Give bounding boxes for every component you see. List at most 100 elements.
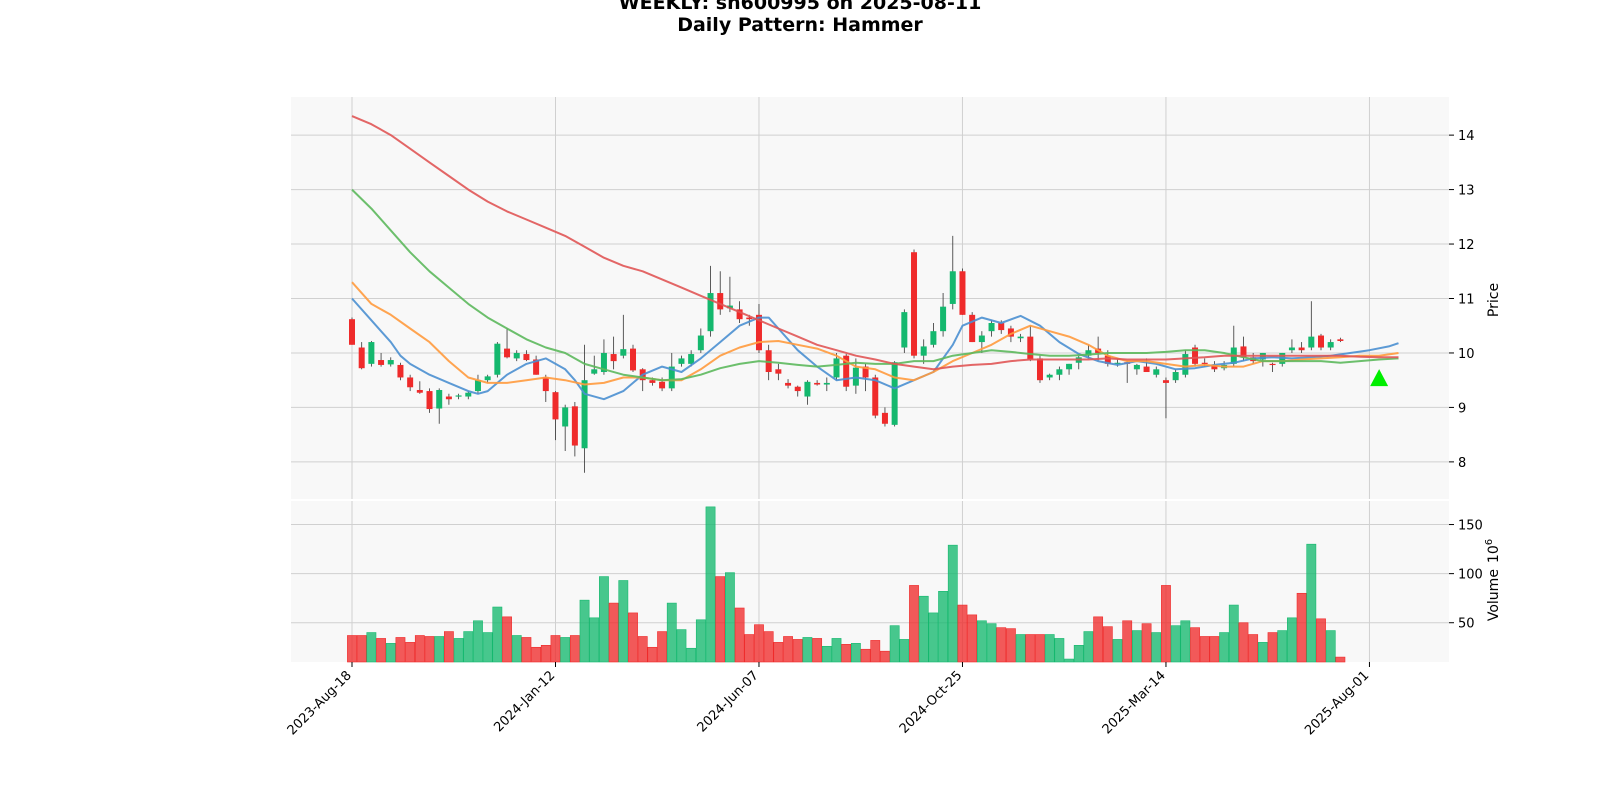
candle-body: [736, 309, 743, 320]
volume-bar: [1248, 634, 1259, 663]
candle-body: [1240, 346, 1247, 358]
volume-bar: [1306, 543, 1317, 663]
volume-bar: [628, 612, 638, 663]
candle-body: [610, 354, 617, 362]
volume-tick-label: 50: [1458, 617, 1475, 632]
volume-bar: [482, 632, 493, 663]
candle-body: [358, 347, 365, 369]
candle-body: [940, 306, 947, 332]
volume-bar: [1131, 630, 1142, 663]
candle-body: [978, 335, 985, 343]
volume-bar: [773, 642, 784, 663]
volume-bar: [938, 591, 948, 663]
volume-bar: [831, 638, 842, 663]
volume-axis-title: Volume106: [1484, 539, 1502, 621]
volume-bar: [676, 629, 687, 663]
candle-body: [872, 377, 879, 416]
volume-bar: [1073, 645, 1084, 663]
candle-body: [1104, 355, 1111, 364]
price-tick-label: 12: [1458, 238, 1475, 253]
volume-bar: [705, 506, 716, 663]
volume-bar: [473, 620, 483, 663]
candle-body: [484, 376, 491, 381]
volume-bar: [889, 625, 900, 663]
volume-bar: [715, 576, 726, 663]
volume-bar: [1025, 634, 1036, 663]
time-tick-label: 2025-Aug-01: [1302, 668, 1372, 738]
volume-bar: [531, 646, 542, 663]
volume-bar: [996, 627, 1007, 663]
volume-bar: [395, 637, 406, 663]
volume-bar: [579, 599, 590, 663]
candle-body: [600, 352, 607, 373]
candle-body: [1027, 336, 1034, 360]
candle-body: [1133, 364, 1140, 370]
volume-bar: [599, 576, 609, 663]
volume-bar: [928, 612, 939, 663]
volume-bar: [976, 620, 987, 663]
candle-body: [407, 377, 414, 388]
candle-body: [862, 366, 869, 378]
volume-bar: [860, 648, 871, 663]
volume-bar: [1209, 636, 1220, 663]
volume-bar: [424, 636, 435, 663]
volume-bar: [1277, 630, 1288, 663]
candle-body: [785, 382, 792, 386]
chart-title: WEEKLY: sh600995 on 2025-08-11 Daily Pat…: [0, 0, 1600, 36]
volume-bar: [647, 646, 658, 663]
candle-body: [581, 380, 588, 449]
candle-body: [1201, 362, 1208, 364]
volume-bar: [589, 617, 600, 663]
volume-bar: [1219, 632, 1229, 663]
volume-bar: [850, 643, 861, 663]
volume-bar: [376, 638, 386, 663]
volume-bar: [550, 635, 561, 663]
volume-bar: [560, 637, 571, 663]
volume-bar: [1006, 628, 1016, 663]
volume-bar: [385, 643, 396, 663]
candle-body: [794, 386, 801, 392]
volume-bar: [1257, 642, 1268, 663]
price-tick-label: 13: [1458, 184, 1475, 199]
volume-bar: [443, 631, 454, 663]
candle-body: [1036, 358, 1043, 381]
volume-bar: [1316, 618, 1326, 663]
candle-body: [1114, 362, 1121, 364]
candle-body: [901, 312, 908, 348]
volume-bar: [1054, 638, 1065, 663]
candle-body: [542, 377, 549, 392]
candle-body: [1153, 369, 1160, 375]
price-tick-label: 8: [1458, 456, 1466, 471]
price-tick-label: 9: [1458, 401, 1466, 416]
volume-bar: [763, 631, 774, 663]
candle-body: [707, 293, 714, 332]
candle-body: [891, 362, 898, 425]
candle-body: [1192, 347, 1199, 364]
time-tick-label: 2023-Aug-18: [285, 668, 355, 738]
candle-body: [920, 346, 927, 356]
volume-bar: [366, 632, 377, 663]
candle-body: [988, 323, 995, 332]
candle-body: [474, 380, 481, 392]
volume-bar: [947, 544, 958, 663]
volume-bar: [1015, 634, 1026, 663]
volume-bars: [347, 506, 1346, 663]
candle-body: [659, 381, 666, 389]
volume-bar: [1035, 634, 1045, 663]
volume-bar: [841, 644, 852, 663]
candle-body: [378, 360, 385, 365]
candle-body: [523, 354, 530, 361]
volume-bar: [792, 639, 803, 663]
candle-body: [746, 317, 753, 320]
volume-bar: [569, 635, 580, 663]
volume-tick-label: 150: [1458, 519, 1483, 534]
time-tick-label: 2024-Jan-12: [491, 668, 558, 735]
volume-bar: [725, 572, 735, 663]
volume-bar: [1199, 636, 1210, 663]
candle-body: [1066, 363, 1073, 370]
volume-bar: [521, 637, 532, 663]
candle-body: [1327, 342, 1334, 348]
candle-body: [416, 389, 423, 393]
price-candles: [349, 235, 1344, 473]
volume-bar: [1228, 604, 1239, 663]
